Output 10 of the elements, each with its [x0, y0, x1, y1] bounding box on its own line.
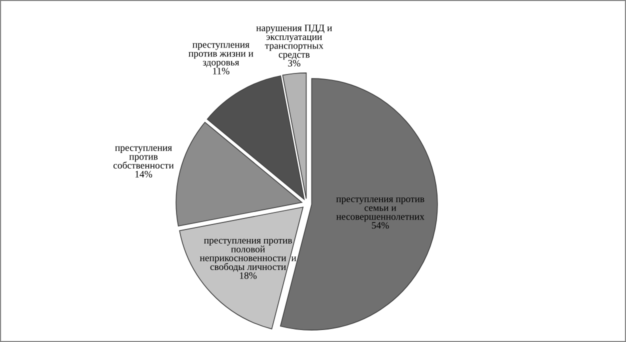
slice-label: нарушения ПДД и эксплуатации транспортных средств	[256, 24, 332, 60]
data-label: 18%	[240, 272, 257, 279]
data-label: 11%	[213, 68, 230, 74]
slice-label: преступления против половой неприкосновенности и свободы личности	[200, 238, 296, 272]
slice-label: преступления против собственности	[113, 146, 174, 169]
data-label: 14%	[135, 170, 152, 178]
slice-label: преступления против жизни и здоровья	[188, 43, 254, 68]
data-label: 54%	[372, 222, 389, 229]
data-label: 3%	[288, 60, 300, 67]
slice-label: преступления против семьи и несовершеннолетних	[336, 197, 424, 222]
